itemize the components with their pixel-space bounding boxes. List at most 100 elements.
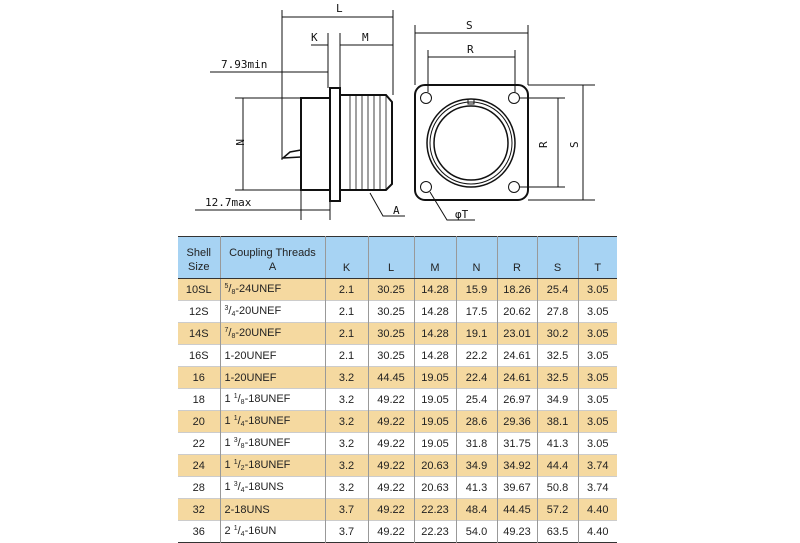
cell-R: 39.67 bbox=[496, 476, 538, 499]
cell-S: 50.8 bbox=[536, 476, 579, 499]
dim-label-S-top: S bbox=[466, 19, 473, 32]
cell-R: 24.61 bbox=[496, 344, 538, 367]
cell-T: 4.40 bbox=[577, 498, 617, 521]
cell-T: 3.05 bbox=[577, 322, 617, 345]
table-header: Shell Size Coupling Threads A K L M N R S … bbox=[178, 236, 617, 279]
table-row: 12S 3/4-20UNEF 2.1 30.25 14.28 17.5 20.62 27.8 3… bbox=[178, 300, 617, 323]
cell-L: 49.22 bbox=[367, 432, 415, 455]
cell-K: 3.7 bbox=[324, 498, 369, 521]
cell-S: 44.4 bbox=[536, 454, 579, 477]
cell-S: 41.3 bbox=[536, 432, 579, 455]
cell-shell-size: 22 bbox=[178, 432, 221, 455]
flange bbox=[329, 87, 341, 202]
cell-S: 32.5 bbox=[536, 344, 579, 367]
cell-R: 23.01 bbox=[496, 322, 538, 345]
header-T: T bbox=[577, 236, 617, 279]
cell-L: 49.22 bbox=[367, 520, 415, 543]
dim-label-A: A bbox=[393, 204, 400, 217]
table-row: 10SL 5/8-24UNEF 2.1 30.25 14.28 15.9 18.26 25.4… bbox=[178, 278, 617, 301]
cell-K: 2.1 bbox=[324, 344, 369, 367]
cell-coupling-thread: 1 1/8-18UNEF bbox=[219, 388, 326, 411]
threaded-body bbox=[340, 94, 393, 191]
table-row: 22 1 3/8-18UNEF 3.2 49.22 19.05 31.8 31.75 41.3… bbox=[178, 432, 617, 455]
cell-K: 3.2 bbox=[324, 366, 369, 389]
cell-N: 25.4 bbox=[455, 388, 498, 411]
cell-shell-size: 18 bbox=[178, 388, 221, 411]
cell-L: 30.25 bbox=[367, 344, 415, 367]
cell-coupling-thread: 1-20UNEF bbox=[219, 344, 326, 367]
cell-L: 49.22 bbox=[367, 410, 415, 433]
cell-M: 14.28 bbox=[413, 278, 457, 301]
cell-S: 25.4 bbox=[536, 278, 579, 301]
cell-R: 29.36 bbox=[496, 410, 538, 433]
header-coupling-threads: Coupling Threads A bbox=[219, 236, 326, 279]
cell-L: 49.22 bbox=[367, 476, 415, 499]
cell-N: 48.4 bbox=[455, 498, 498, 521]
cell-coupling-thread: 2-18UNS bbox=[219, 498, 326, 521]
cell-coupling-thread: 1-20UNEF bbox=[219, 366, 326, 389]
cell-K: 2.1 bbox=[324, 278, 369, 301]
cell-T: 4.40 bbox=[577, 520, 617, 543]
cell-shell-size: 14S bbox=[178, 322, 221, 345]
front-flange bbox=[414, 84, 529, 201]
cell-K: 3.2 bbox=[324, 454, 369, 477]
cell-M: 22.23 bbox=[413, 498, 457, 521]
cell-shell-size: 16S bbox=[178, 344, 221, 367]
cell-N: 19.1 bbox=[455, 322, 498, 345]
key-tab bbox=[280, 149, 302, 159]
dimension-table: Shell Size Coupling Threads A K L M N R S … bbox=[178, 236, 617, 543]
header-R: R bbox=[496, 236, 538, 279]
cell-N: 28.6 bbox=[455, 410, 498, 433]
dim-label-min: 7.93min bbox=[221, 58, 267, 71]
cell-S: 63.5 bbox=[536, 520, 579, 543]
cell-L: 30.25 bbox=[367, 278, 415, 301]
table-row: 36 2 1/4-16UN 3.7 49.22 22.23 54.0 49.23 63.5 4.… bbox=[178, 520, 617, 543]
cell-L: 30.25 bbox=[367, 300, 415, 323]
cell-N: 22.4 bbox=[455, 366, 498, 389]
dim-label-K: K bbox=[311, 31, 318, 44]
cell-shell-size: 32 bbox=[178, 498, 221, 521]
cell-M: 20.63 bbox=[413, 454, 457, 477]
cell-S: 57.2 bbox=[536, 498, 579, 521]
cell-shell-size: 20 bbox=[178, 410, 221, 433]
cell-R: 26.97 bbox=[496, 388, 538, 411]
dim-label-N: N bbox=[233, 139, 246, 146]
dim-label-R-top: R bbox=[467, 43, 474, 56]
table-row: 20 1 1/4-18UNEF 3.2 49.22 19.05 28.6 29.36 38.1… bbox=[178, 410, 617, 433]
cell-S: 30.2 bbox=[536, 322, 579, 345]
cell-M: 19.05 bbox=[413, 388, 457, 411]
cell-N: 15.9 bbox=[455, 278, 498, 301]
table-row: 16 1-20UNEF 3.2 44.45 19.05 22.4 24.61 32.5 3.05 bbox=[178, 366, 617, 389]
header-K: K bbox=[324, 236, 369, 279]
cell-T: 3.05 bbox=[577, 344, 617, 367]
cell-K: 3.2 bbox=[324, 388, 369, 411]
header-shell-size: Shell Size bbox=[178, 236, 221, 279]
cell-S: 34.9 bbox=[536, 388, 579, 411]
header-N: N bbox=[455, 236, 498, 279]
cell-T: 3.74 bbox=[577, 476, 617, 499]
table-row: 24 1 1/2-18UNEF 3.2 49.22 20.63 34.9 34.92 44.4… bbox=[178, 454, 617, 477]
header-M: M bbox=[413, 236, 457, 279]
cell-coupling-thread: 7/8-20UNEF bbox=[219, 322, 326, 345]
cell-R: 34.92 bbox=[496, 454, 538, 477]
cell-N: 54.0 bbox=[455, 520, 498, 543]
dim-label-L: L bbox=[336, 2, 343, 15]
cell-M: 19.05 bbox=[413, 432, 457, 455]
cell-coupling-thread: 1 1/2-18UNEF bbox=[219, 454, 326, 477]
cell-M: 14.28 bbox=[413, 300, 457, 323]
cell-coupling-thread: 5/8-24UNEF bbox=[219, 278, 326, 301]
cell-R: 44.45 bbox=[496, 498, 538, 521]
cell-coupling-thread: 1 3/8-18UNEF bbox=[219, 432, 326, 455]
cell-M: 14.28 bbox=[413, 344, 457, 367]
cell-S: 38.1 bbox=[536, 410, 579, 433]
cell-N: 22.2 bbox=[455, 344, 498, 367]
table-row: 14S 7/8-20UNEF 2.1 30.25 14.28 19.1 23.01 30.2 3… bbox=[178, 322, 617, 345]
cell-N: 34.9 bbox=[455, 454, 498, 477]
cell-R: 18.26 bbox=[496, 278, 538, 301]
header-S: S bbox=[536, 236, 579, 279]
cell-T: 3.05 bbox=[577, 432, 617, 455]
cell-M: 19.05 bbox=[413, 366, 457, 389]
table-row: 18 1 1/8-18UNEF 3.2 49.22 19.05 25.4 26.97 34.9… bbox=[178, 388, 617, 411]
dim-label-T: φT bbox=[455, 208, 469, 221]
cell-shell-size: 36 bbox=[178, 520, 221, 543]
